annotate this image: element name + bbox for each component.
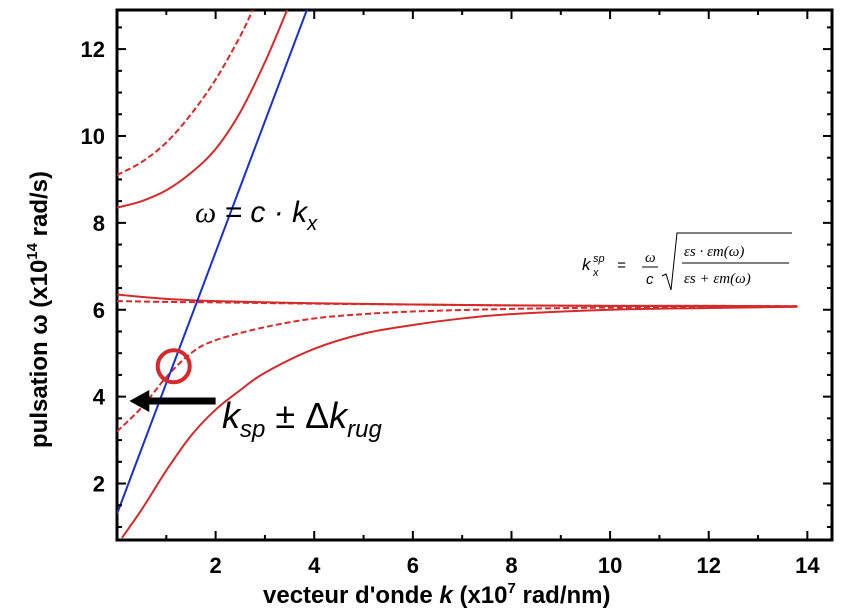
- formula-eq: =: [617, 257, 626, 274]
- y-tick-label: 4: [93, 385, 106, 410]
- formula-sub: x: [592, 267, 599, 279]
- y-tick-label: 2: [93, 472, 105, 497]
- x-axis-title-var: k: [439, 582, 454, 609]
- x-axis-title: vecteur d'onde k (x107 rad/nm): [263, 580, 611, 609]
- series-layer: [117, 10, 798, 539]
- x-tick-label: 2: [209, 553, 221, 578]
- y-axis-title-text: pulsation ω (x10: [26, 260, 53, 448]
- ksp-k-rug: k: [329, 395, 349, 436]
- formula-sup: sp: [593, 253, 605, 265]
- omega-symbol: ω: [195, 196, 216, 229]
- series-line-6: [117, 10, 308, 515]
- series-line-2: [117, 293, 798, 308]
- formula-k: k: [582, 255, 592, 274]
- series-line-4: [117, 305, 798, 433]
- x-tick-label: 6: [407, 553, 419, 578]
- ksp-label: ksp ± Δkrug: [222, 395, 383, 443]
- arrow-head: [129, 389, 150, 412]
- series-line-1: [117, 10, 254, 176]
- ksp-rug-sub: rug: [347, 416, 382, 443]
- ticks-layer: 2 4 6 8 10 12 14 2 4 6 8 10 12: [81, 10, 832, 578]
- formula-c: c: [646, 271, 654, 288]
- series-line-0: [117, 10, 289, 209]
- ksp-sub: sp: [240, 416, 265, 443]
- y-axis-title-suffix: rad/s): [26, 171, 53, 243]
- x-tick-label: 4: [308, 553, 321, 578]
- ksp-pm-delta: ± Δ: [265, 395, 329, 436]
- x-tick-label: 8: [505, 553, 517, 578]
- series-line-5: [121, 305, 798, 539]
- dispersion-formula: k sp x = ω c εs · εm(ω) εs + εm(ω): [582, 232, 792, 291]
- k-symbol: k: [292, 196, 309, 229]
- formula-rad-num: εs · εm(ω): [684, 244, 744, 260]
- formula-rad-den: εs + εm(ω): [684, 271, 751, 287]
- light-line-label: ω = c · kx: [195, 196, 318, 235]
- y-axis-title: pulsation ω (x1014 rad/s): [24, 171, 53, 448]
- x-tick-label: 10: [598, 553, 622, 578]
- x-axis-title-text: vecteur d'onde: [263, 582, 439, 609]
- resonance-marker: [155, 348, 192, 385]
- x-subscript: x: [306, 213, 318, 235]
- y-tick-label: 12: [81, 37, 105, 62]
- dot-operator: ·: [265, 196, 292, 229]
- y-tick-label: 8: [93, 211, 105, 236]
- x-axis-title-exp: 7: [507, 580, 515, 597]
- formula-sqrt: [661, 232, 792, 291]
- x-axis-title-unit-suffix: rad/nm): [516, 582, 611, 609]
- y-tick-label: 6: [93, 298, 105, 323]
- c-symbol: c: [250, 196, 265, 229]
- x-axis-title-unit: (x10: [453, 582, 508, 609]
- arrow-left: [129, 389, 216, 412]
- series-line-3: [117, 300, 798, 308]
- formula-omega: ω: [645, 250, 656, 266]
- x-tick-label: 12: [696, 553, 720, 578]
- x-tick-label: 14: [795, 553, 820, 578]
- y-axis-title-exp: 14: [24, 242, 41, 259]
- equals-sign: =: [216, 196, 250, 229]
- ksp-k: k: [222, 395, 242, 436]
- y-tick-label: 10: [81, 124, 105, 149]
- plot-frame: [115, 8, 834, 542]
